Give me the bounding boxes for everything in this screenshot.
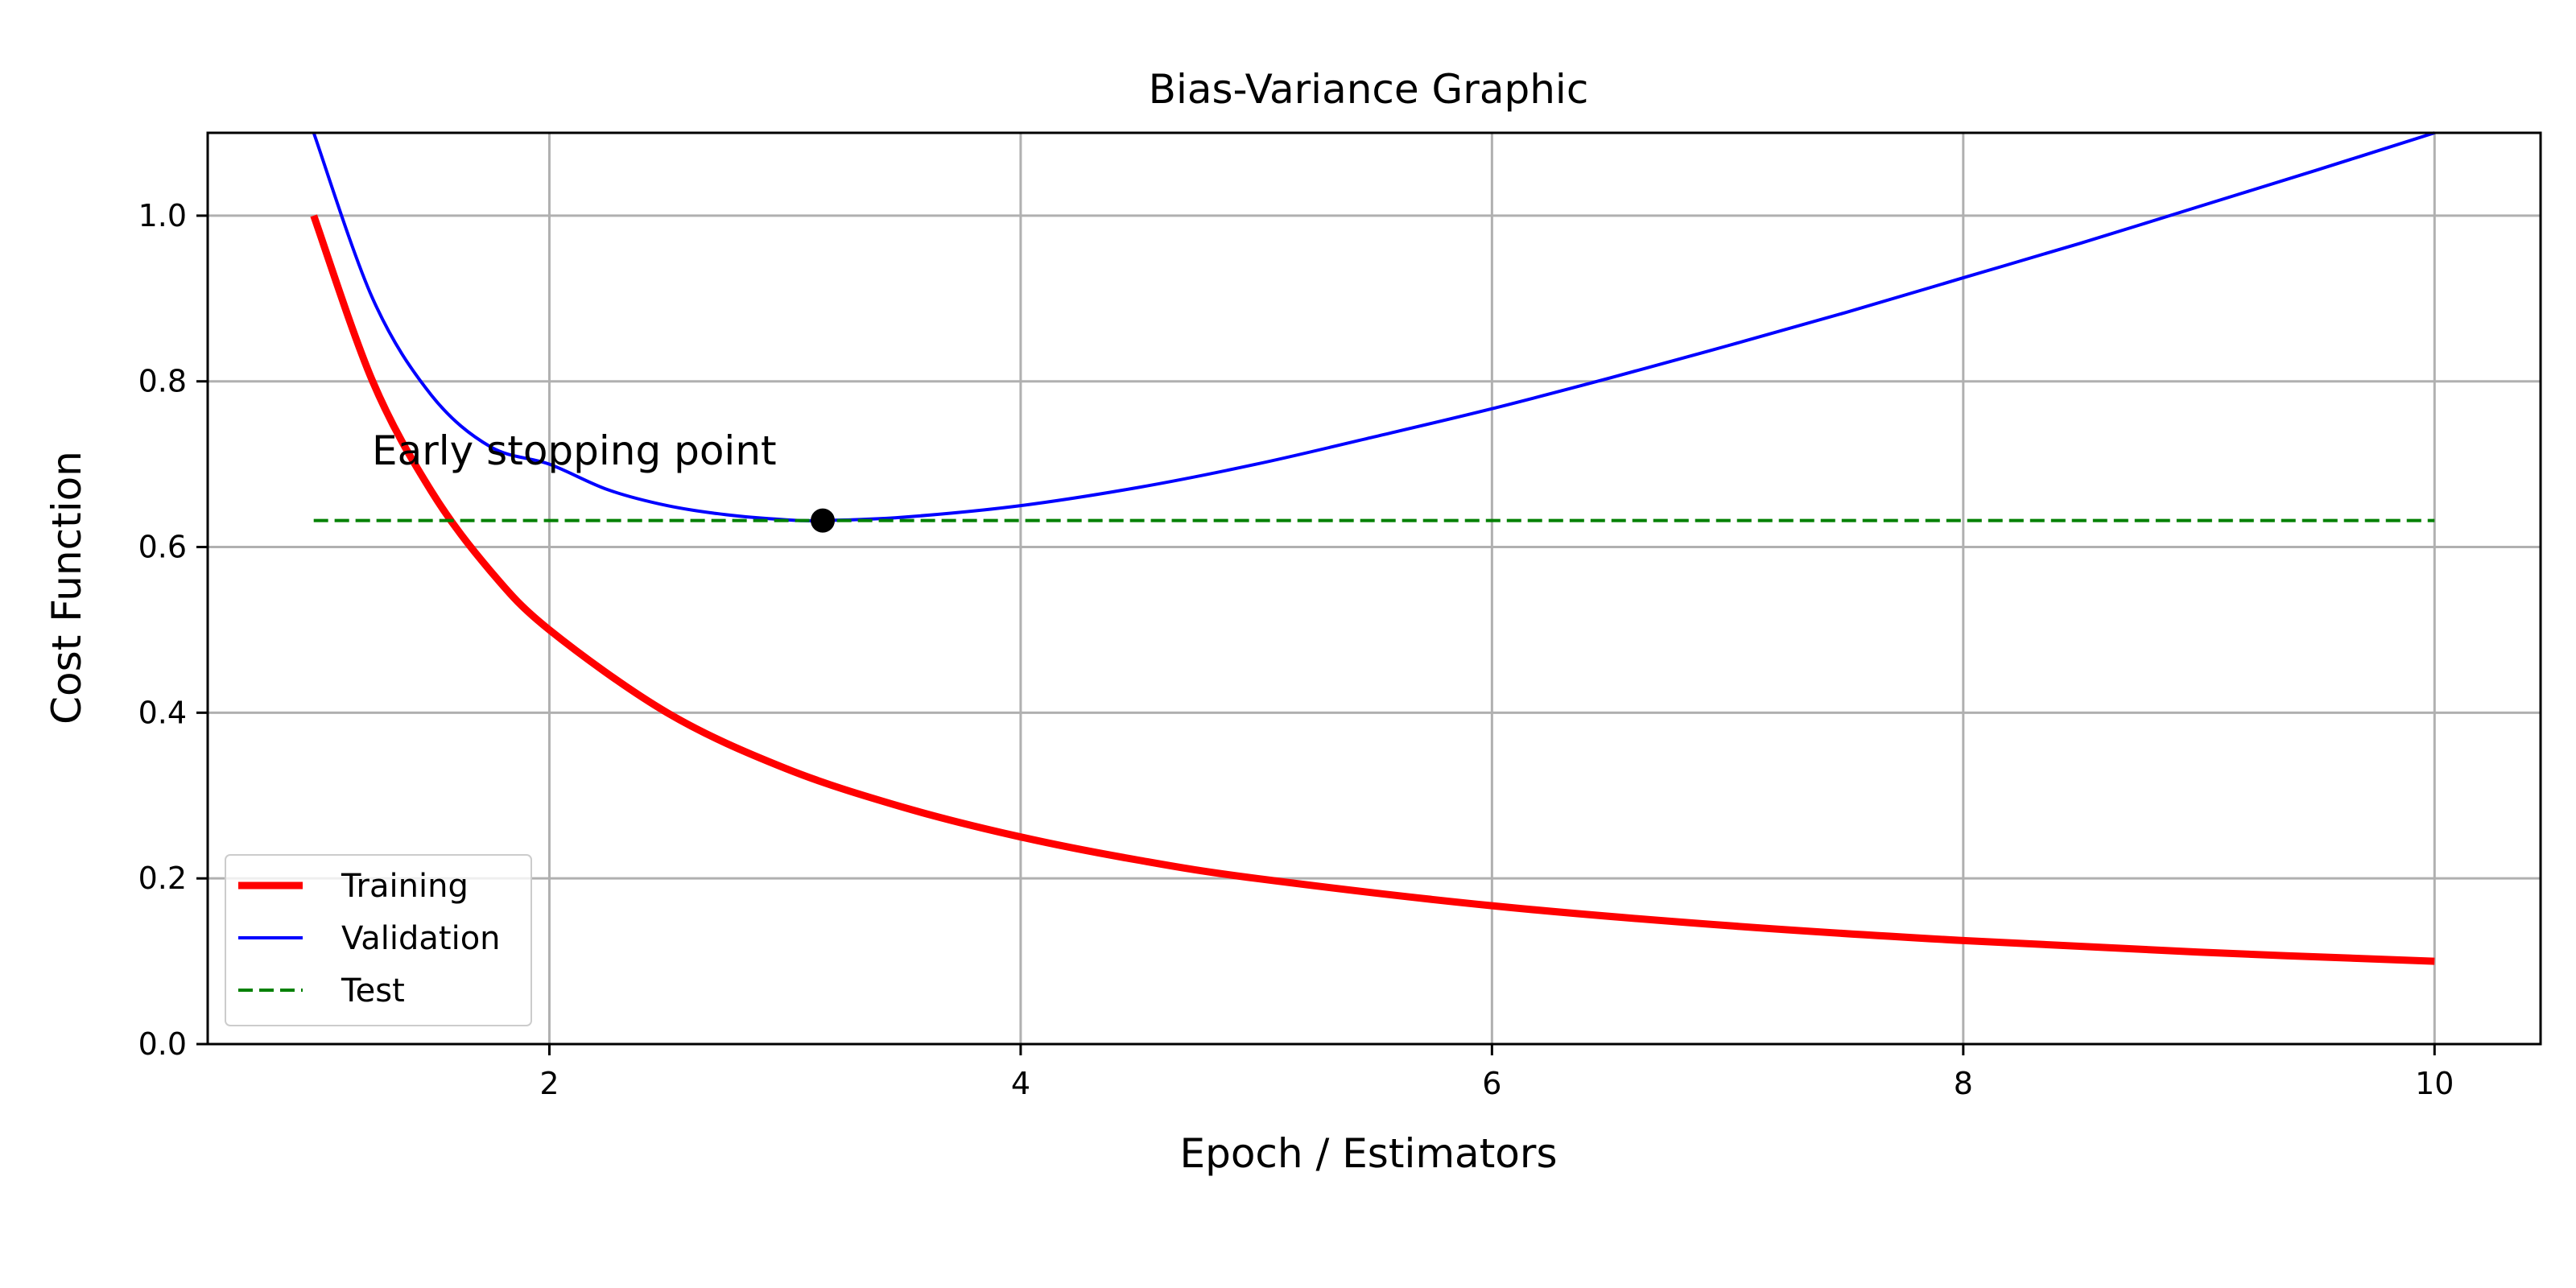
x-tick-label: 6 [1482,1066,1501,1101]
ticks: 2 4 6 8 10 0.0 0.2 0.4 0.6 0.8 1.0 [138,198,2454,1101]
series-line-training [310,214,2435,965]
legend: Training Validation Test [225,854,532,1026]
x-tick-label: 2 [539,1066,559,1101]
x-tick-label: 8 [1954,1066,1973,1101]
early-stopping-marker [811,508,836,533]
y-tick-label: 0.8 [138,364,187,399]
legend-label-validation: Validation [341,920,501,957]
legend-label-training: Training [341,868,469,905]
y-tick-label: 0.2 [138,861,187,896]
x-tick-label: 4 [1011,1066,1030,1101]
y-tick-label: 0.6 [138,530,187,565]
plot-lines [310,131,2435,965]
y-tick-label: 1.0 [138,198,187,233]
annotation-early-stopping: Early stopping point [372,427,777,474]
y-tick-label: 0.0 [138,1026,187,1062]
legend-label-test: Test [341,972,405,1009]
chart-title: Bias-Variance Graphic [1149,66,1589,113]
series-line-validation [312,131,2435,522]
y-tick-label: 0.4 [138,695,187,730]
y-axis-label: Cost Function [43,451,90,724]
x-tick-label: 10 [2415,1066,2454,1101]
x-axis-label: Epoch / Estimators [1179,1130,1557,1177]
plot-frame [206,131,2542,1046]
legend-box [225,854,532,1026]
